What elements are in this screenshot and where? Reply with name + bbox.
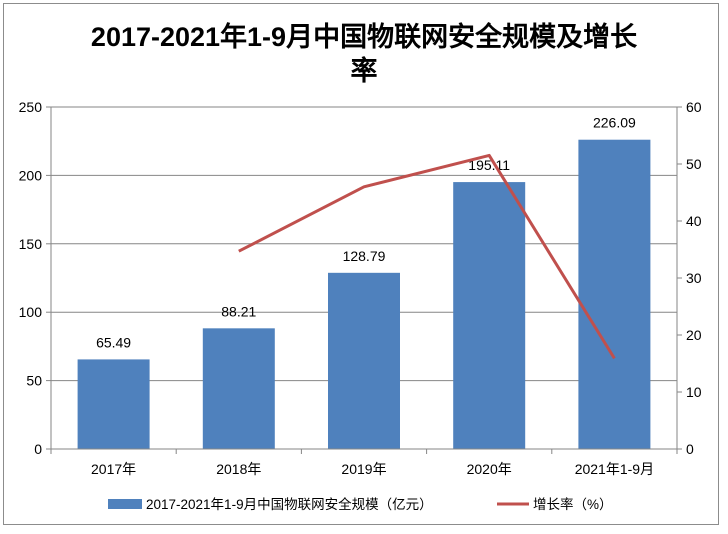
legend-bar-swatch	[108, 499, 142, 509]
y-left-tick-label: 50	[26, 373, 42, 389]
chart-title-line-1: 2017-2021年1-9月中国物联网安全规模及增长	[91, 21, 638, 52]
y-left-tick-label: 200	[19, 167, 43, 183]
bar	[202, 328, 275, 449]
y-right-tick-label: 50	[686, 156, 702, 172]
axes: 0 50 100 150 200 250 0 10 20 30 40 50 60 2017年 2018年 20…	[19, 99, 702, 477]
bar-data-label: 65.49	[96, 334, 131, 350]
line-series	[238, 153, 616, 360]
chart-title-line-2: 率	[351, 55, 378, 86]
y-right-tick-label: 20	[686, 327, 702, 343]
y-right-tick-label: 40	[686, 213, 702, 229]
bar	[578, 139, 651, 450]
x-tick-label: 2020年	[467, 461, 512, 477]
y-left-tick-label: 250	[19, 99, 43, 115]
x-tick-label: 2018年	[216, 461, 261, 477]
y-right-tick-label: 10	[686, 384, 702, 400]
growth-rate-line	[238, 153, 616, 360]
x-tick-label: 2019年	[341, 461, 386, 477]
bar-data-label: 88.21	[221, 303, 256, 319]
bar	[453, 182, 526, 449]
bar	[77, 359, 150, 449]
bar-data-label: 195.11	[468, 157, 510, 173]
bar-series: 65.49 88.21 128.79 195.11 226.09	[77, 115, 651, 450]
x-tick-label: 2021年1-9月	[575, 461, 654, 477]
legend-bar-label: 2017-2021年1-9月中国物联网安全规模（亿元）	[146, 496, 433, 512]
bar	[328, 272, 400, 449]
bar-data-label: 128.79	[343, 248, 386, 264]
y-right-tick-label: 30	[686, 270, 702, 286]
legend-line-label: 增长率（%）	[533, 496, 613, 512]
y-left-tick-label: 150	[19, 236, 43, 252]
y-right-tick-label: 0	[686, 441, 694, 457]
bar-data-label: 226.09	[593, 115, 636, 131]
x-tick-label: 2017年	[91, 461, 136, 477]
y-right-tick-label: 60	[686, 99, 702, 115]
y-left-tick-label: 100	[19, 304, 43, 320]
y-left-tick-label: 0	[34, 441, 42, 457]
legend: 2017-2021年1-9月中国物联网安全规模（亿元） 增长率（%）	[108, 496, 613, 512]
